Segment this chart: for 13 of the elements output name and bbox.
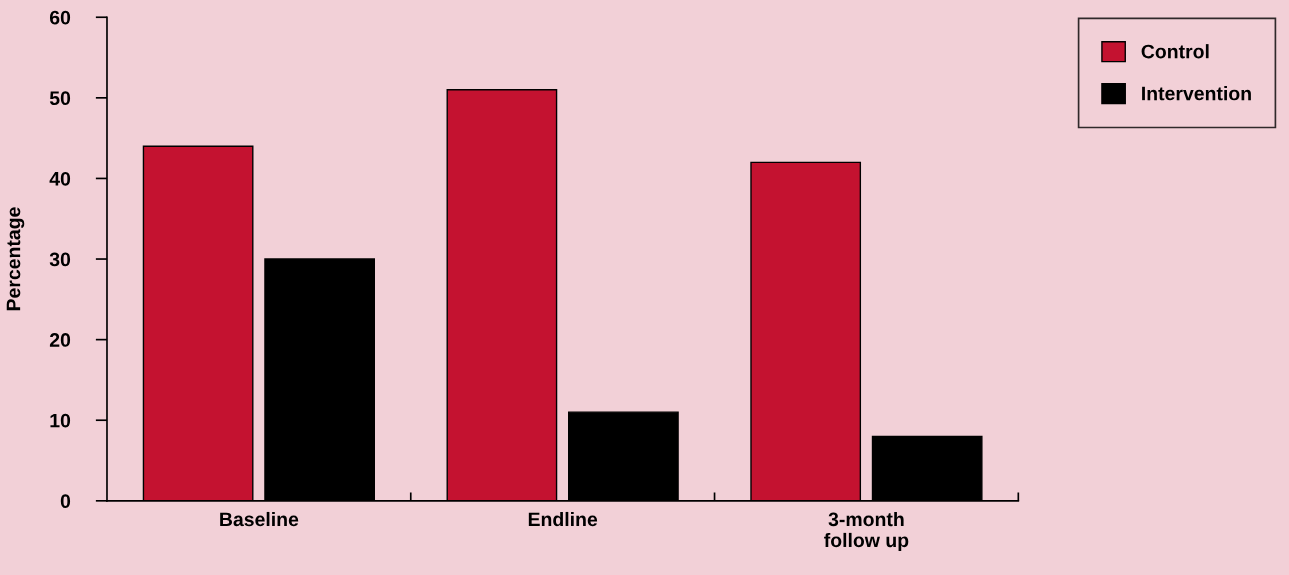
y-axis-title: Percentage <box>6 207 25 311</box>
y-tick-label: 0 <box>60 494 71 509</box>
legend-label: Intervention <box>1142 86 1251 101</box>
legend-label: Control <box>1141 44 1209 59</box>
x-tick-label: Endline <box>528 511 598 527</box>
y-tick-label: 40 <box>49 171 71 186</box>
y-tick-label: 20 <box>49 333 71 347</box>
x-tick-label: Baseline <box>220 511 299 527</box>
x-tick-label: 3-month follow up <box>824 511 909 552</box>
y-tick-label: 60 <box>49 10 71 25</box>
y-tick-label: 10 <box>50 413 71 428</box>
y-tick-label: 30 <box>49 252 71 267</box>
y-tick-label: 50 <box>49 91 71 106</box>
